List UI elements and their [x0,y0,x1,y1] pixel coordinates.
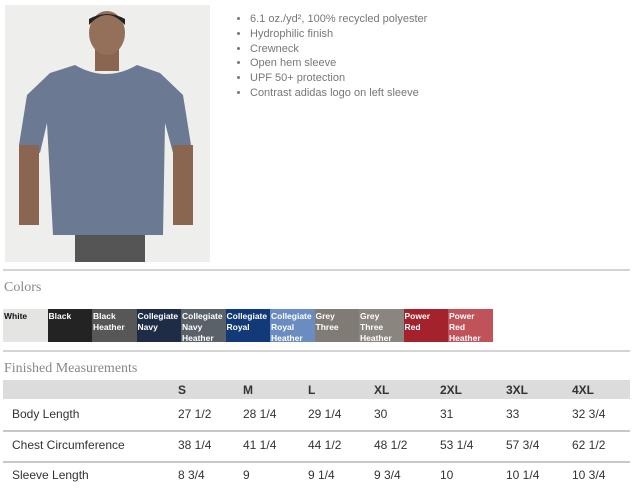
measurements-heading: Finished Measurements [4,361,138,376]
size-header: XL [374,383,390,397]
size-header: M [243,383,253,397]
measurement-value: 44 1/2 [308,438,342,452]
measurement-value: 62 1/2 [572,438,606,452]
measurement-value: 57 3/4 [506,438,540,452]
measurement-value: 29 1/4 [308,407,342,421]
size-header: 2XL [440,383,463,397]
divider [3,350,630,352]
measurement-value: 33 [506,407,520,421]
color-swatch[interactable]: Power Red [403,309,448,342]
measurement-value: 27 1/2 [178,407,212,421]
color-swatch[interactable]: Black [47,309,92,342]
row-label: Body Length [12,407,80,421]
size-header: 3XL [506,383,529,397]
color-swatch[interactable]: White [3,309,48,342]
color-swatch[interactable]: Grey Three [314,309,359,342]
measurement-value: 10 1/4 [506,468,540,482]
colors-heading: Colors [4,280,42,295]
measurement-value: 10 [440,468,454,482]
color-swatch[interactable]: Collegiate Royal Heather [270,309,315,343]
row-label: Sleeve Length [12,468,89,482]
row-label: Chest Circumference [12,438,125,452]
color-swatch[interactable]: Black Heather [92,309,137,342]
size-header: L [308,383,316,397]
measurement-value: 32 3/4 [572,407,606,421]
color-swatch[interactable]: Collegiate Navy [136,309,181,342]
color-swatch[interactable]: Grey Three Heather [359,309,404,343]
measurement-value: 48 1/2 [374,438,408,452]
feature-item: UPF 50+ protection [250,71,427,86]
measurement-value: 31 [440,407,454,421]
color-swatch[interactable]: Collegiate Navy Heather [181,309,226,343]
measurement-value: 28 1/4 [243,407,277,421]
color-swatch[interactable]: Power Red Heather [448,309,493,343]
measurement-value: 41 1/4 [243,438,277,452]
measurement-value: 53 1/4 [440,438,474,452]
feature-item: Crewneck [250,42,427,57]
row-separator [3,461,630,463]
divider [3,269,630,271]
measurement-value: 9 [243,468,250,482]
row-separator [3,430,630,432]
measurement-value: 30 [374,407,388,421]
size-header: 4XL [572,383,595,397]
feature-item: 6.1 oz./yd², 100% recycled polyester [250,12,427,27]
product-photo [5,5,210,262]
table-header [3,380,630,399]
measurement-value: 9 3/4 [374,468,401,482]
feature-list: 6.1 oz./yd², 100% recycled polyesterHydr… [236,12,427,101]
color-swatch[interactable]: Collegiate Royal [225,309,270,342]
feature-item: Contrast adidas logo on left sleeve [250,86,427,101]
feature-item: Open hem sleeve [250,56,427,71]
measurement-value: 38 1/4 [178,438,212,452]
feature-item: Hydrophilic finish [250,27,427,42]
measurement-value: 8 3/4 [178,468,205,482]
size-header: S [178,383,187,397]
measurement-value: 9 1/4 [308,468,335,482]
measurement-value: 10 3/4 [572,468,606,482]
